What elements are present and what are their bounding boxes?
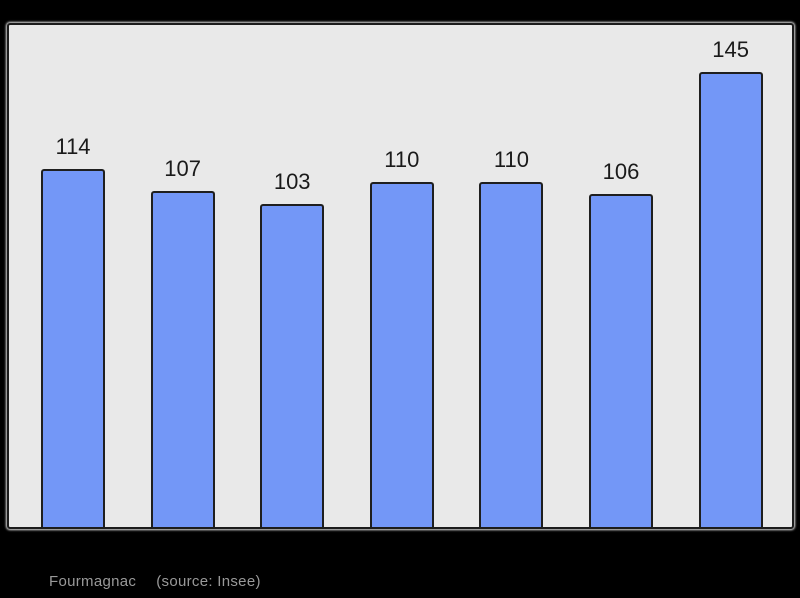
bar-value-label: 107	[164, 156, 201, 182]
plot-area: 114 107 103 110 110 106 145	[9, 25, 792, 527]
bar	[41, 169, 105, 527]
bar-value-label: 110	[493, 146, 529, 172]
caption-source: (source: Insee)	[156, 573, 261, 590]
bar-value-label: 103	[273, 168, 311, 194]
chart-caption: Fourmagnac (source: Insee)	[49, 573, 261, 591]
bar-value-label: 106	[602, 159, 640, 185]
chart-frame: 114 107 103 110 110 106 145	[7, 23, 794, 529]
caption-place: Fourmagnac	[49, 573, 137, 590]
bar	[698, 72, 763, 527]
bar	[150, 191, 215, 527]
bar	[369, 181, 434, 527]
bar-value-label: 110	[384, 146, 420, 172]
bar-value-label: 145	[712, 37, 749, 63]
bar	[589, 194, 653, 527]
bar-value-label: 114	[55, 134, 91, 160]
bar	[260, 203, 325, 527]
bar	[479, 181, 544, 527]
